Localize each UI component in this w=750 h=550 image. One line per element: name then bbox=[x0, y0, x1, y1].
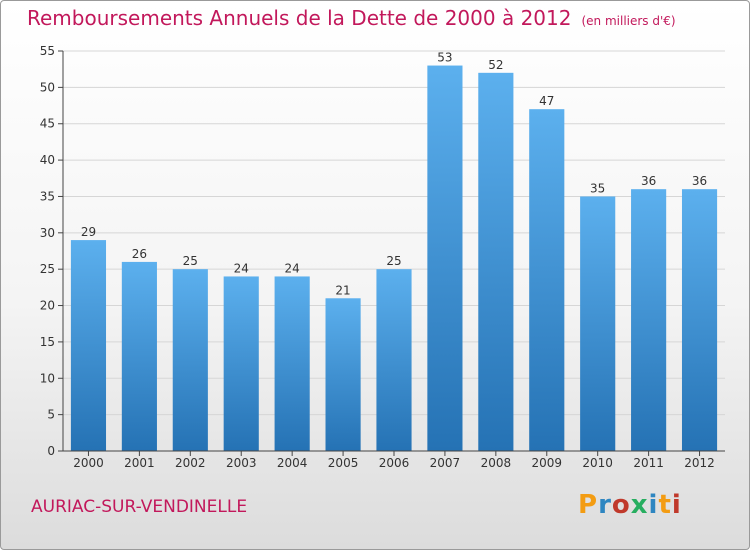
x-tick-label: 2012 bbox=[684, 456, 715, 470]
x-tick-label: 2009 bbox=[531, 456, 562, 470]
logo-letter: i bbox=[648, 490, 659, 520]
y-tick-label: 50 bbox=[40, 80, 55, 94]
logo-letter: r bbox=[598, 490, 612, 520]
y-tick-label: 20 bbox=[40, 299, 55, 313]
bar-2009 bbox=[529, 109, 565, 451]
data-label: 25 bbox=[386, 254, 401, 268]
data-label: 29 bbox=[81, 225, 96, 239]
y-tick-label: 30 bbox=[40, 226, 55, 240]
labels: 0 5 10 15 20 25 30 35 40 45 50 55 29 2000 26 2001 25 2002… bbox=[40, 44, 715, 470]
x-tick-label: 2008 bbox=[481, 456, 512, 470]
bar-2011 bbox=[631, 189, 667, 451]
x-tick-label: 2004 bbox=[277, 456, 308, 470]
y-tick-label: 35 bbox=[40, 189, 55, 203]
y-tick-label: 10 bbox=[40, 371, 55, 385]
commune-name: AURIAC-SUR-VENDINELLE bbox=[31, 497, 248, 517]
x-tick-label: 2001 bbox=[124, 456, 155, 470]
x-tick-label: 2007 bbox=[430, 456, 461, 470]
unit-label: (en milliers d'€) bbox=[581, 14, 676, 28]
data-label: 24 bbox=[285, 261, 300, 275]
proxiti-logo: Proxiti bbox=[578, 490, 682, 520]
y-tick-label: 55 bbox=[40, 44, 55, 58]
bar-2001 bbox=[121, 261, 157, 451]
x-tick-label: 2006 bbox=[379, 456, 410, 470]
bar-2003 bbox=[223, 276, 259, 451]
data-label: 36 bbox=[641, 174, 656, 188]
data-label: 52 bbox=[488, 58, 503, 72]
data-label: 35 bbox=[590, 181, 605, 195]
logo-letter: i bbox=[671, 490, 682, 520]
data-label: 53 bbox=[437, 51, 452, 65]
data-label: 21 bbox=[335, 283, 350, 297]
logo-letter: o bbox=[611, 490, 631, 520]
bar-2007 bbox=[427, 65, 463, 451]
x-tick-label: 2010 bbox=[582, 456, 613, 470]
bars bbox=[70, 65, 718, 452]
logo-letter: t bbox=[658, 490, 672, 520]
bar-2002 bbox=[172, 269, 208, 451]
logo-letter: x bbox=[630, 490, 649, 520]
y-tick-label: 45 bbox=[40, 117, 55, 131]
data-label: 36 bbox=[692, 174, 707, 188]
x-tick-label: 2011 bbox=[633, 456, 664, 470]
x-tick-label: 2002 bbox=[175, 456, 206, 470]
data-label: 47 bbox=[539, 94, 554, 108]
y-tick-label: 15 bbox=[40, 335, 55, 349]
bar-2012 bbox=[681, 189, 718, 451]
data-label: 24 bbox=[234, 261, 249, 275]
y-tick-label: 40 bbox=[40, 153, 55, 167]
x-tick-label: 2000 bbox=[73, 456, 104, 470]
data-label: 26 bbox=[132, 247, 147, 261]
bar-2004 bbox=[274, 276, 310, 451]
y-tick-label: 5 bbox=[47, 408, 55, 422]
chart-title: Remboursements Annuels de la Dette de 20… bbox=[27, 6, 676, 30]
bar-2010 bbox=[580, 196, 616, 451]
axes bbox=[58, 50, 725, 456]
data-label: 25 bbox=[183, 254, 198, 268]
y-tick-label: 25 bbox=[40, 262, 55, 276]
x-tick-label: 2003 bbox=[226, 456, 257, 470]
bar-2005 bbox=[325, 298, 361, 451]
logo-letter: P bbox=[578, 490, 599, 520]
title-text: Remboursements Annuels de la Dette de 20… bbox=[27, 6, 572, 30]
y-tick-label: 0 bbox=[47, 444, 55, 458]
bar-2000 bbox=[70, 240, 107, 451]
x-tick-label: 2005 bbox=[328, 456, 359, 470]
bar-2006 bbox=[376, 269, 412, 451]
bar-2008 bbox=[478, 72, 514, 452]
